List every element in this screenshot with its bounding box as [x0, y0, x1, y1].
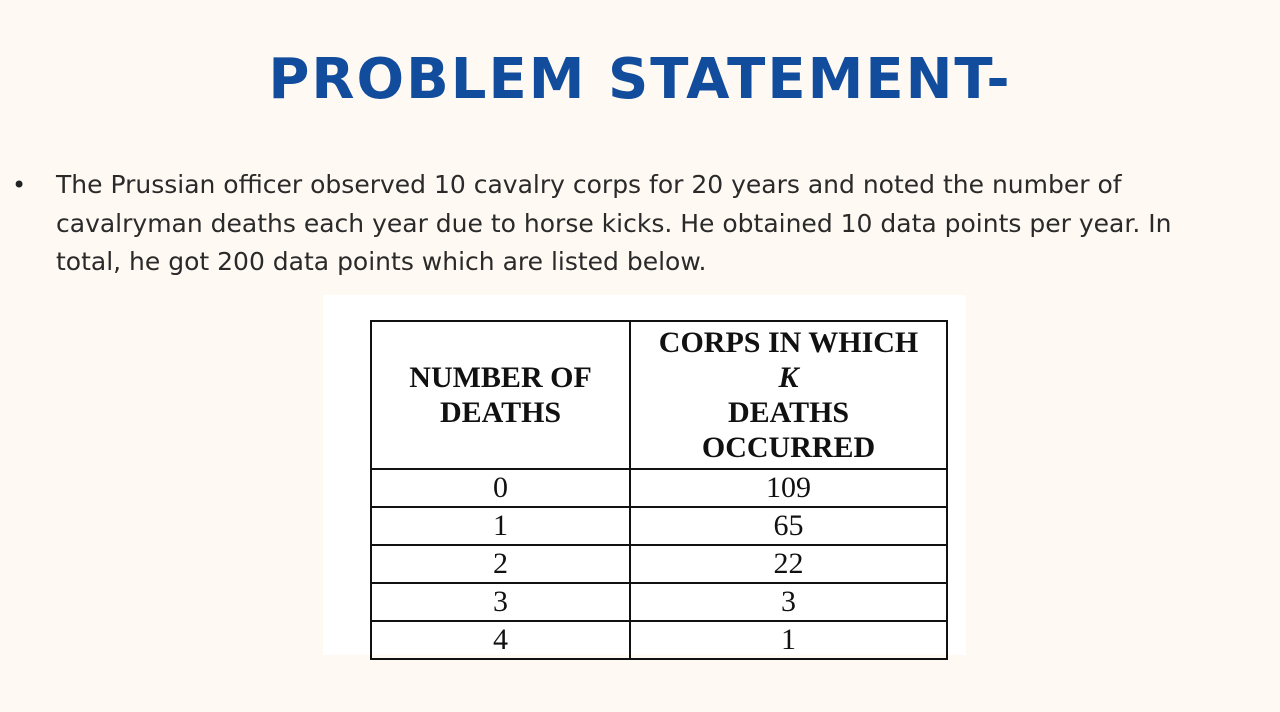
page-title: PROBLEM STATEMENT-: [268, 47, 1012, 112]
header-line: DEATHS: [439, 396, 562, 429]
table-row: 0 109: [369, 468, 948, 508]
cell-deaths: 2: [369, 544, 632, 584]
cell-deaths: 0: [369, 468, 632, 508]
header-line: OCCURRED: [701, 431, 876, 464]
header-line: DEATHS: [727, 396, 850, 429]
cell-deaths: 3: [369, 582, 632, 622]
table-image-panel: NUMBER OF DEATHS CORPS IN WHICH K DEATHS…: [323, 295, 966, 660]
table-row: 1 65: [369, 506, 948, 546]
cell-corps: 3: [629, 582, 948, 622]
cell-deaths: 1: [369, 506, 632, 546]
table-header-row: NUMBER OF DEATHS CORPS IN WHICH K DEATHS…: [369, 320, 948, 470]
table-row: 3 3: [369, 582, 948, 622]
table-row: 2 22: [369, 544, 948, 584]
header-line: CORPS IN WHICH: [658, 326, 919, 359]
cell-corps: 1: [629, 620, 948, 660]
deaths-table: NUMBER OF DEATHS CORPS IN WHICH K DEATHS…: [369, 320, 948, 660]
cell-corps: 22: [629, 544, 948, 584]
header-number-of-deaths: NUMBER OF DEATHS: [369, 320, 632, 470]
header-line-k: K: [778, 361, 799, 394]
table-row: 4 1: [369, 620, 948, 660]
header-corps: CORPS IN WHICH K DEATHS OCCURRED: [629, 320, 948, 470]
bullet-text: The Prussian officer observed 10 cavalry…: [56, 170, 1172, 276]
cell-corps: 65: [629, 506, 948, 546]
header-line: NUMBER OF: [409, 361, 592, 394]
cell-deaths: 4: [369, 620, 632, 660]
cell-corps: 109: [629, 468, 948, 508]
bullet-marker: •: [12, 171, 27, 199]
